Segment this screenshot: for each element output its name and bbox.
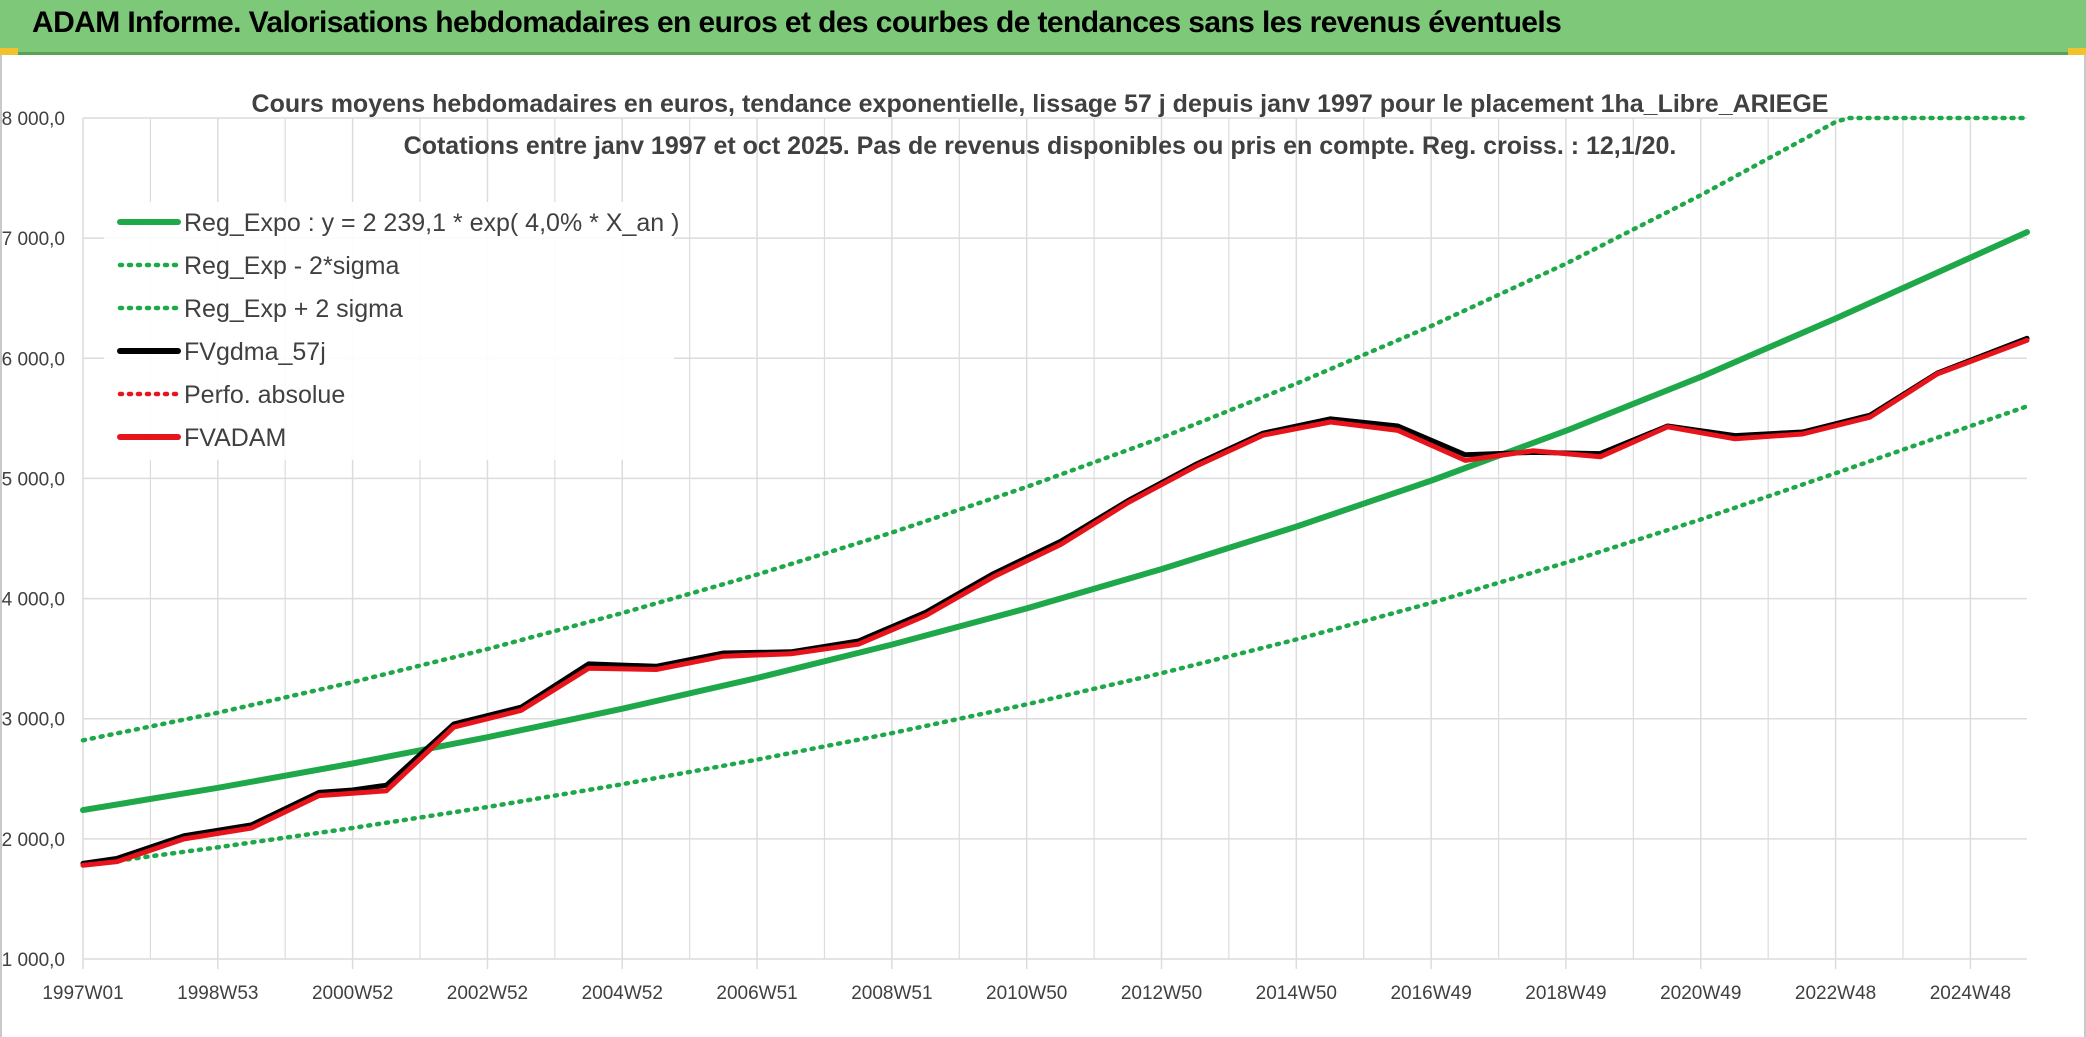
series-line-1 bbox=[80, 404, 2030, 868]
x-tick-label: 2002W52 bbox=[447, 983, 528, 1004]
x-tick-label: 2000W52 bbox=[312, 983, 393, 1004]
y-tick-label: 4 000,0 bbox=[2, 590, 65, 611]
x-axis-ticks: 1997W01 1998W53 2000W52 2002W52 2004W52 2006W… bbox=[42, 983, 2011, 1004]
y-tick-label: 6 000,0 bbox=[2, 349, 65, 370]
x-tick-label: 1998W53 bbox=[177, 983, 258, 1004]
x-tick-label: 2024W48 bbox=[1930, 983, 2011, 1004]
x-tick-label: 2014W50 bbox=[1256, 983, 1337, 1004]
chart-frame bbox=[0, 55, 2086, 1037]
legend-box bbox=[104, 202, 674, 460]
x-tick-label: 2008W51 bbox=[851, 983, 932, 1004]
x-tick-label: 2020W49 bbox=[1660, 983, 1741, 1004]
report-header: ADAM Informe. Valorisations hebdomadaire… bbox=[0, 0, 2086, 55]
chart-title-line2: Cotations entre janv 1997 et oct 2025. P… bbox=[404, 132, 1677, 160]
y-tick-label: 1 000,0 bbox=[2, 950, 65, 971]
series-lines bbox=[80, 115, 2030, 868]
chart-legend: Reg_Expo : y = 2 239,1 * exp( 4,0% * X_a… bbox=[104, 202, 679, 460]
y-tick-label: 2 000,0 bbox=[2, 830, 65, 851]
y-axis-ticks: 1 000,0 2 000,0 3 000,0 4 000,0 5 000,0 6 000… bbox=[2, 109, 65, 971]
y-tick-label: 8 000,0 bbox=[2, 109, 65, 130]
x-tick-label: 2016W49 bbox=[1390, 983, 1471, 1004]
x-tick-label: 2004W52 bbox=[582, 983, 663, 1004]
series-line-5 bbox=[80, 337, 2030, 868]
y-tick-label: 3 000,0 bbox=[2, 710, 65, 731]
y-tick-label: 5 000,0 bbox=[2, 469, 65, 490]
x-tick-label: 2018W49 bbox=[1525, 983, 1606, 1004]
x-tick-label: 2006W51 bbox=[716, 983, 797, 1004]
legend-label: FVADAM bbox=[184, 424, 286, 452]
legend-label: Perfo. absolue bbox=[184, 381, 345, 409]
legend-label: Reg_Exp - 2*sigma bbox=[184, 252, 399, 280]
legend-label: Reg_Exp + 2 sigma bbox=[184, 295, 403, 323]
legend-label: FVgdma_57j bbox=[184, 338, 326, 366]
chart-title-line1: Cours moyens hebdomadaires en euros, ten… bbox=[252, 90, 1829, 118]
x-tick-label: 2012W50 bbox=[1121, 983, 1202, 1004]
report-title: ADAM Informe. Valorisations hebdomadaire… bbox=[32, 6, 1562, 39]
y-tick-label: 7 000,0 bbox=[2, 229, 65, 250]
legend-label: Reg_Expo : y = 2 239,1 * exp( 4,0% * X_a… bbox=[184, 209, 679, 237]
x-tick-label: 2010W50 bbox=[986, 983, 1067, 1004]
x-tick-label: 2022W48 bbox=[1795, 983, 1876, 1004]
x-tick-label: 1997W01 bbox=[42, 983, 123, 1004]
corner-marker-right bbox=[2068, 48, 2086, 55]
corner-marker-left bbox=[0, 48, 18, 55]
series-line-0 bbox=[80, 229, 2030, 814]
series-line-2 bbox=[80, 115, 2030, 743]
